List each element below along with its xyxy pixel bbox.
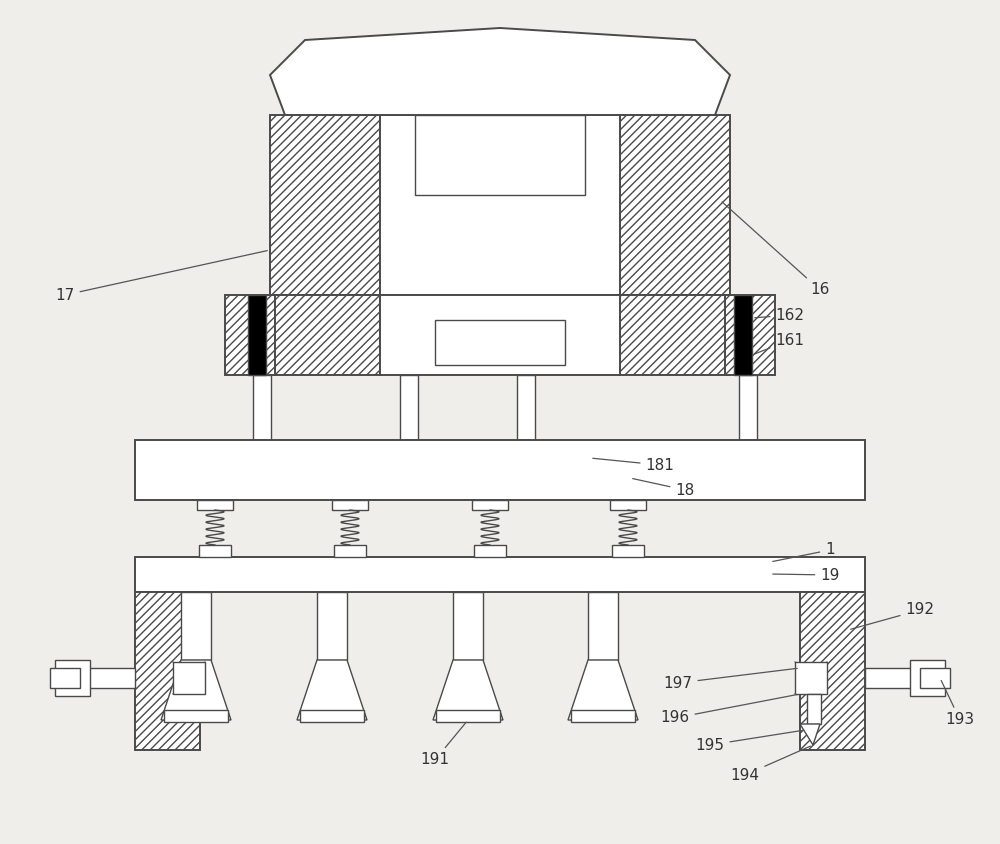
Bar bbox=[135, 592, 200, 750]
Text: 18: 18 bbox=[633, 479, 695, 497]
Text: 16: 16 bbox=[722, 202, 830, 297]
Text: 162: 162 bbox=[755, 307, 804, 322]
Bar bbox=[610, 500, 646, 510]
Text: 195: 195 bbox=[696, 730, 802, 753]
Text: 1: 1 bbox=[773, 543, 835, 561]
Bar bbox=[50, 668, 80, 688]
Text: 161: 161 bbox=[755, 333, 804, 354]
Bar bbox=[197, 500, 233, 510]
Bar bbox=[588, 592, 618, 660]
Bar bbox=[173, 662, 205, 694]
Bar bbox=[400, 375, 418, 440]
Bar bbox=[334, 545, 366, 557]
Polygon shape bbox=[800, 724, 820, 745]
Bar bbox=[253, 375, 271, 440]
Bar bbox=[800, 592, 865, 750]
Bar bbox=[248, 295, 266, 375]
Bar bbox=[135, 440, 865, 500]
Bar bbox=[795, 662, 827, 694]
Bar bbox=[910, 660, 945, 696]
Text: 19: 19 bbox=[773, 567, 840, 582]
Bar bbox=[164, 710, 228, 722]
Bar bbox=[571, 710, 635, 722]
Bar bbox=[270, 295, 380, 375]
Polygon shape bbox=[161, 660, 231, 720]
Bar bbox=[380, 295, 620, 375]
Bar bbox=[725, 295, 775, 375]
Bar bbox=[807, 694, 821, 724]
Bar bbox=[55, 660, 90, 696]
Bar bbox=[181, 592, 211, 660]
Bar bbox=[453, 592, 483, 660]
Bar bbox=[435, 320, 565, 365]
Bar bbox=[612, 545, 644, 557]
Bar bbox=[472, 500, 508, 510]
Bar bbox=[474, 545, 506, 557]
Text: 196: 196 bbox=[660, 695, 797, 726]
Bar bbox=[865, 668, 925, 688]
Bar bbox=[75, 668, 135, 688]
Bar bbox=[135, 557, 865, 592]
Bar bbox=[380, 115, 620, 295]
Bar bbox=[620, 295, 730, 375]
Bar bbox=[270, 115, 380, 295]
Bar bbox=[317, 592, 347, 660]
Text: 194: 194 bbox=[730, 746, 810, 782]
Bar bbox=[332, 500, 368, 510]
Bar bbox=[199, 545, 231, 557]
Bar bbox=[436, 710, 500, 722]
Bar bbox=[517, 375, 535, 440]
Bar bbox=[300, 710, 364, 722]
Bar bbox=[620, 115, 730, 295]
Bar bbox=[415, 115, 585, 195]
Bar bbox=[734, 295, 752, 375]
Text: 17: 17 bbox=[55, 251, 267, 302]
Text: 193: 193 bbox=[941, 680, 975, 728]
Text: 191: 191 bbox=[420, 722, 466, 767]
Polygon shape bbox=[270, 28, 730, 115]
Text: 192: 192 bbox=[851, 603, 934, 630]
Polygon shape bbox=[568, 660, 638, 720]
Text: 181: 181 bbox=[593, 457, 674, 473]
Polygon shape bbox=[297, 660, 367, 720]
Bar bbox=[739, 375, 757, 440]
Bar bbox=[920, 668, 950, 688]
Polygon shape bbox=[433, 660, 503, 720]
Bar bbox=[225, 295, 275, 375]
Text: 197: 197 bbox=[664, 668, 797, 690]
